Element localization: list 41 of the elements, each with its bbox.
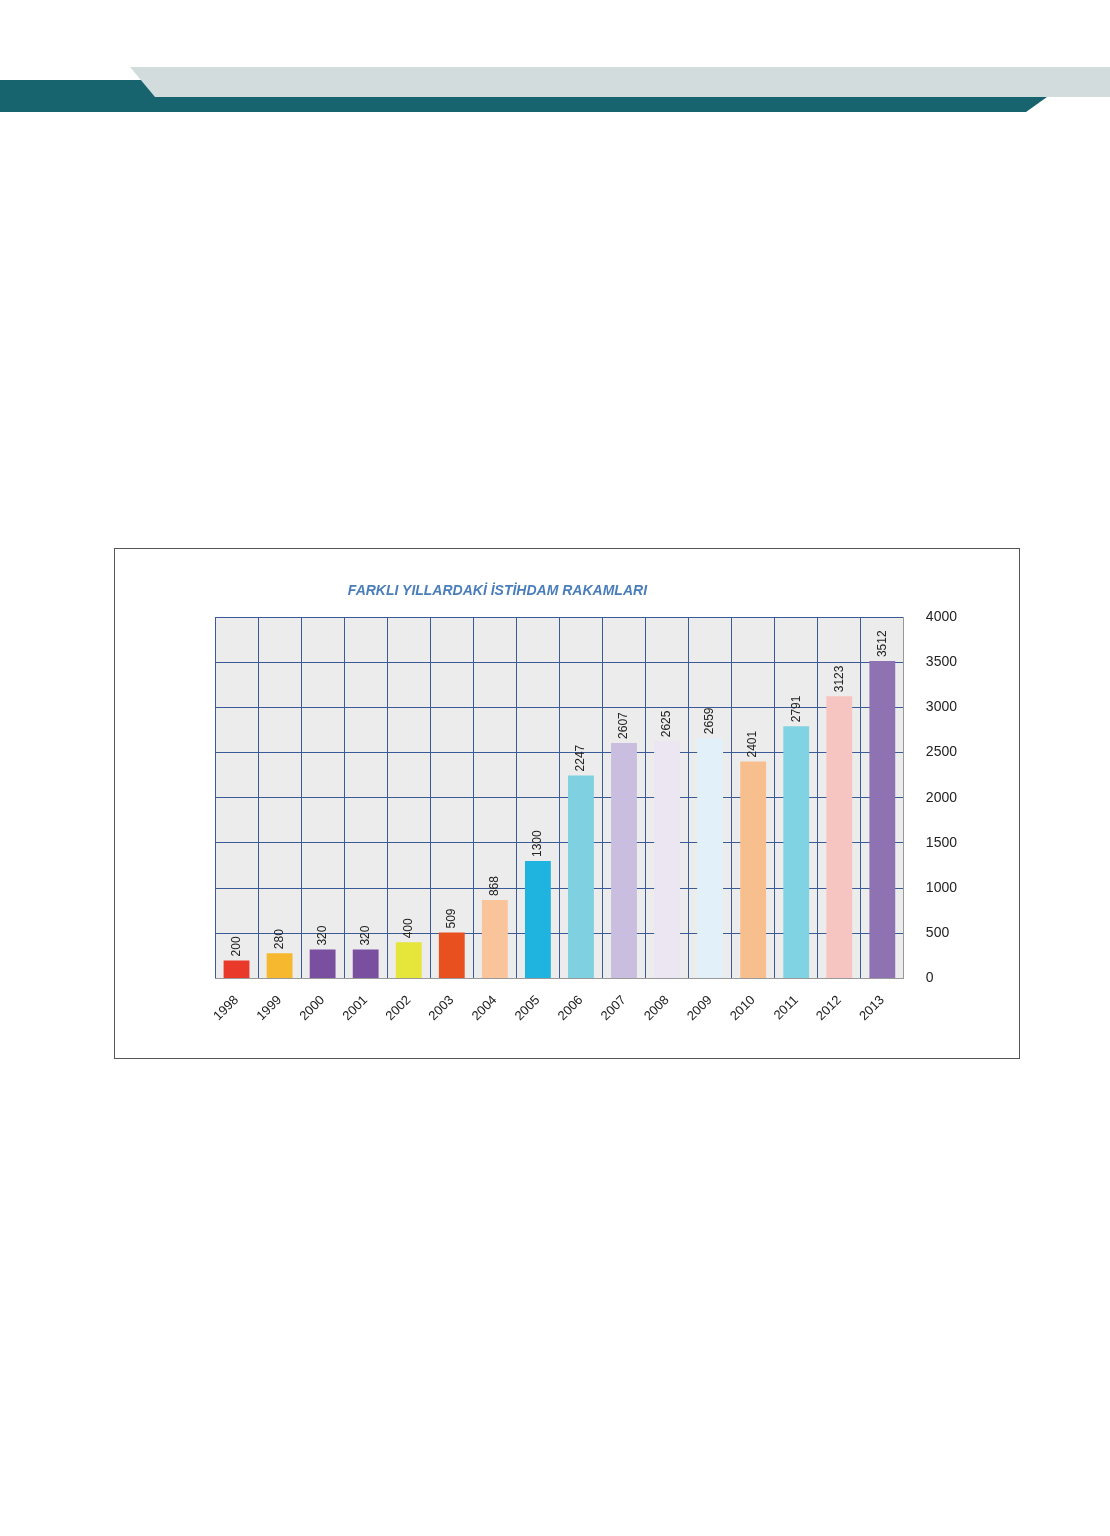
data-label: 2247 [573, 744, 588, 772]
bar [826, 696, 853, 979]
data-label: 400 [401, 918, 416, 939]
y-tick-label: 0 [925, 969, 934, 986]
y-tick-label: 1000 [925, 879, 958, 895]
bar [309, 949, 336, 979]
bar [352, 949, 379, 979]
data-label: 2625 [659, 710, 674, 738]
data-label: 280 [271, 928, 286, 950]
bar [266, 953, 293, 979]
bar [783, 726, 810, 979]
y-tick-label: 2000 [925, 788, 958, 805]
y-tick-label: 3000 [925, 698, 958, 715]
data-label: 2401 [745, 730, 760, 758]
data-label: 509 [444, 908, 459, 929]
data-label: 320 [358, 925, 372, 946]
bar [869, 661, 896, 979]
chart-title: FARKLI YILLARDAKİ İSTİHDAM RAKAMLARI [347, 581, 649, 598]
y-tick-label: 2500 [925, 743, 958, 760]
data-label: 200 [228, 936, 243, 957]
bar [481, 900, 508, 979]
data-label: 1300 [530, 830, 545, 858]
bar [438, 932, 465, 979]
bar [611, 742, 637, 979]
bar [568, 775, 594, 979]
y-tick-label: 500 [925, 924, 950, 941]
data-label: 3123 [831, 665, 846, 693]
data-label: 2607 [616, 711, 631, 739]
y-tick-label: 3500 [925, 653, 958, 670]
bar [524, 861, 551, 979]
y-tick-label: 1500 [925, 833, 958, 850]
data-label: 320 [314, 925, 329, 946]
y-tick-label: 4000 [925, 607, 958, 624]
bar [697, 738, 724, 979]
data-label: 868 [487, 875, 502, 897]
data-label: 2659 [702, 707, 717, 735]
bar [395, 942, 422, 979]
data-label: 3512 [874, 630, 889, 658]
bar [223, 960, 250, 979]
bar [740, 761, 767, 979]
data-label: 2791 [788, 695, 803, 723]
